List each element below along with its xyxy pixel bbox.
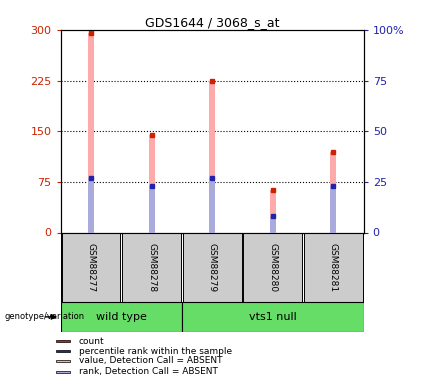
Text: rank, Detection Call = ABSENT: rank, Detection Call = ABSENT [79, 367, 217, 375]
Text: GSM88278: GSM88278 [147, 243, 156, 292]
Bar [88, 33, 94, 232]
Text: GSM88280: GSM88280 [268, 243, 277, 292]
Bar [182, 302, 364, 332]
Bar [56, 370, 71, 373]
Text: genotype/variation: genotype/variation [4, 312, 84, 321]
Text: GSM88281: GSM88281 [329, 243, 338, 292]
Bar [88, 178, 94, 232]
Bar [149, 186, 155, 232]
Bar [270, 190, 276, 232]
Bar [56, 360, 71, 362]
Bar [149, 135, 155, 232]
Bar [61, 232, 120, 302]
Bar [209, 81, 215, 232]
Text: GSM88277: GSM88277 [87, 243, 95, 292]
Text: count: count [79, 337, 104, 346]
Bar [270, 216, 276, 232]
Text: percentile rank within the sample: percentile rank within the sample [79, 346, 232, 355]
Text: value, Detection Call = ABSENT: value, Detection Call = ABSENT [79, 357, 222, 366]
Text: GSM88279: GSM88279 [208, 243, 216, 292]
Bar [330, 152, 336, 232]
Bar [209, 178, 215, 232]
Bar [183, 232, 242, 302]
Bar [304, 232, 363, 302]
Text: vts1 null: vts1 null [249, 312, 297, 322]
Bar [122, 232, 181, 302]
Title: GDS1644 / 3068_s_at: GDS1644 / 3068_s_at [145, 16, 279, 29]
Bar [330, 186, 336, 232]
Bar [56, 340, 71, 342]
Bar [56, 350, 71, 352]
Text: wild type: wild type [96, 312, 147, 322]
Bar [61, 302, 182, 332]
Bar [243, 232, 302, 302]
